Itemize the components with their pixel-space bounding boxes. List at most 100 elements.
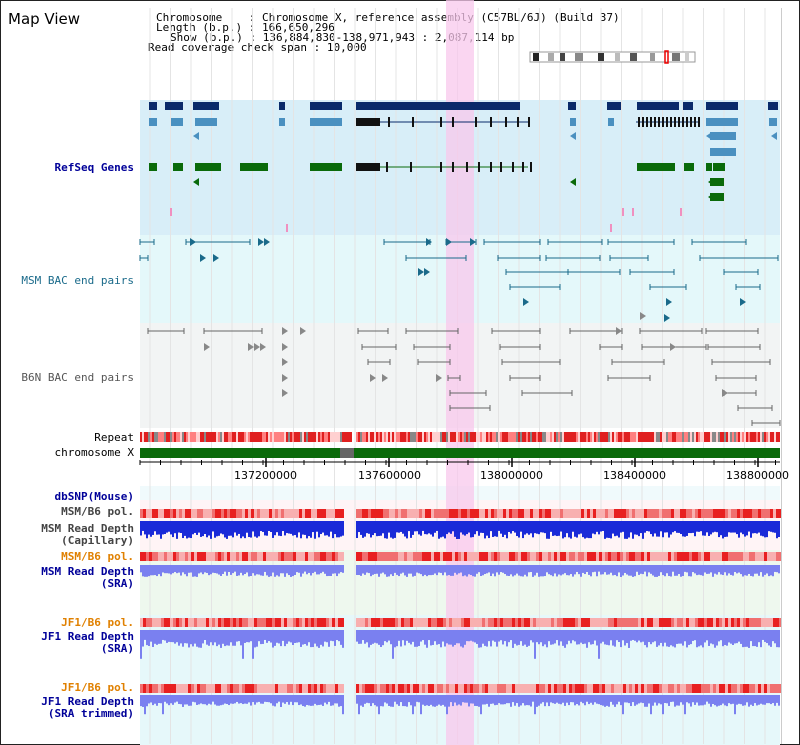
gene-arrow: [282, 327, 288, 335]
polymorphism-mark: [374, 684, 377, 693]
polymorphism-mark: [629, 618, 632, 627]
track-label-jf1-b6-pol-2[interactable]: JF1/B6 pol.: [61, 681, 134, 694]
repeat-mark: [170, 432, 172, 442]
polymorphism-mark: [620, 552, 623, 561]
repeat-mark: [392, 432, 394, 442]
read-depth-bar: [386, 521, 388, 539]
polymorphism-mark: [704, 684, 707, 693]
track-label-b6n-bac[interactable]: B6N BAC end pairs: [21, 371, 134, 384]
polymorphism-mark: [749, 684, 752, 693]
read-depth-bar: [254, 521, 256, 537]
track-label-chromosome[interactable]: chromosome X: [54, 446, 134, 459]
read-depth-bar: [688, 565, 690, 577]
repeat-mark: [358, 432, 360, 442]
polymorphism-mark: [704, 509, 707, 518]
polymorphism-mark: [689, 509, 692, 518]
read-depth-bar: [408, 695, 410, 703]
repeat-mark: [716, 432, 718, 442]
polymorphism-mark: [266, 618, 269, 627]
repeat-mark: [462, 432, 464, 442]
read-depth-bar: [444, 565, 446, 573]
read-depth-bar: [266, 695, 268, 703]
repeat-mark: [202, 432, 204, 442]
polymorphism-mark: [212, 618, 215, 627]
repeat-mark: [626, 432, 628, 442]
read-depth-bar: [608, 630, 610, 646]
track-label-msm-depth-capillary[interactable]: MSM Read Depth (Capillary): [41, 522, 134, 547]
read-depth-bar: [144, 565, 146, 577]
read-depth-bar: [148, 521, 150, 535]
read-depth-bar: [200, 630, 202, 648]
read-depth-bar: [692, 630, 694, 641]
repeat-mark: [740, 432, 742, 442]
read-depth-bar: [620, 521, 622, 533]
polymorphism-mark: [731, 618, 734, 627]
read-depth-bar: [158, 695, 160, 704]
polymorphism-mark: [149, 684, 152, 693]
read-depth-bar: [748, 695, 750, 707]
polymorphism-mark: [569, 618, 572, 627]
read-depth-bar: [680, 565, 682, 577]
read-depth-bar: [240, 521, 242, 539]
track-label-repeat[interactable]: Repeat: [94, 431, 134, 444]
polymorphism-mark: [341, 684, 344, 693]
polymorphism-mark: [524, 618, 527, 627]
track-label-jf1-b6-pol-1[interactable]: JF1/B6 pol.: [61, 616, 134, 629]
polymorphism-mark: [413, 618, 416, 627]
read-depth-bar: [420, 521, 422, 536]
read-depth-bar: [756, 565, 758, 574]
polymorphism-mark: [158, 509, 161, 518]
polymorphism-mark: [632, 509, 635, 518]
polymorphism-mark: [413, 552, 416, 561]
repeat-mark: [704, 432, 706, 442]
read-depth-bar: [260, 521, 262, 532]
read-depth-bar: [770, 521, 772, 532]
polymorphism-mark: [587, 684, 590, 693]
track-label-msm-depth-sra[interactable]: MSM Read Depth (SRA): [41, 565, 134, 590]
polymorphism-mark: [626, 552, 629, 561]
read-depth-bar: [242, 630, 244, 659]
read-depth-bar: [284, 630, 286, 647]
read-depth-bar: [418, 630, 420, 647]
read-depth-bar: [170, 565, 172, 575]
polymorphism-mark: [494, 509, 497, 518]
read-depth-bar: [650, 695, 652, 715]
repeat-mark: [700, 432, 702, 442]
track-label-dbsnp[interactable]: dbSNP(Mouse): [54, 490, 134, 503]
read-depth-bar: [312, 695, 314, 706]
polymorphism-mark: [170, 684, 173, 693]
read-depth-bar: [760, 630, 762, 648]
gene-block: [165, 102, 183, 110]
read-depth-bar: [622, 630, 624, 641]
polymorphism-mark: [212, 684, 215, 693]
read-depth-bar: [332, 630, 334, 642]
read-depth-bar: [204, 630, 206, 641]
read-depth-bar: [216, 521, 218, 537]
polymorphism-mark: [281, 684, 284, 693]
read-depth-bar: [390, 521, 392, 538]
read-depth-bar: [442, 565, 444, 576]
track-label-jf1-depth-trimmed[interactable]: JF1 Read Depth (SRA trimmed): [41, 695, 134, 720]
read-depth-bar: [302, 695, 304, 706]
repeat-mark: [654, 432, 656, 442]
repeat-mark: [144, 432, 146, 442]
read-depth-bar: [152, 695, 154, 706]
track-label-refseq-genes[interactable]: RefSeq Genes: [54, 161, 134, 174]
track-label-msm-bac[interactable]: MSM BAC end pairs: [21, 274, 134, 287]
repeat-mark: [422, 432, 424, 442]
polymorphism-mark: [563, 618, 566, 627]
polymorphism-mark: [200, 618, 203, 627]
polymorphism-mark: [737, 684, 740, 693]
read-depth-bar: [450, 630, 452, 645]
polymorphism-mark: [554, 684, 557, 693]
polymorphism-mark: [614, 552, 617, 561]
read-depth-bar: [304, 695, 306, 707]
polymorphism-mark: [146, 684, 149, 693]
track-label-jf1-depth-sra[interactable]: JF1 Read Depth (SRA): [41, 630, 134, 655]
track-label-msm-b6-pol-2[interactable]: MSM/B6 pol.: [61, 550, 134, 563]
track-label-msm-b6-pol-1[interactable]: MSM/B6 pol.: [61, 505, 134, 518]
read-depth-bar: [598, 695, 600, 705]
polymorphism-mark: [371, 618, 374, 627]
polymorphism-mark: [515, 552, 518, 561]
